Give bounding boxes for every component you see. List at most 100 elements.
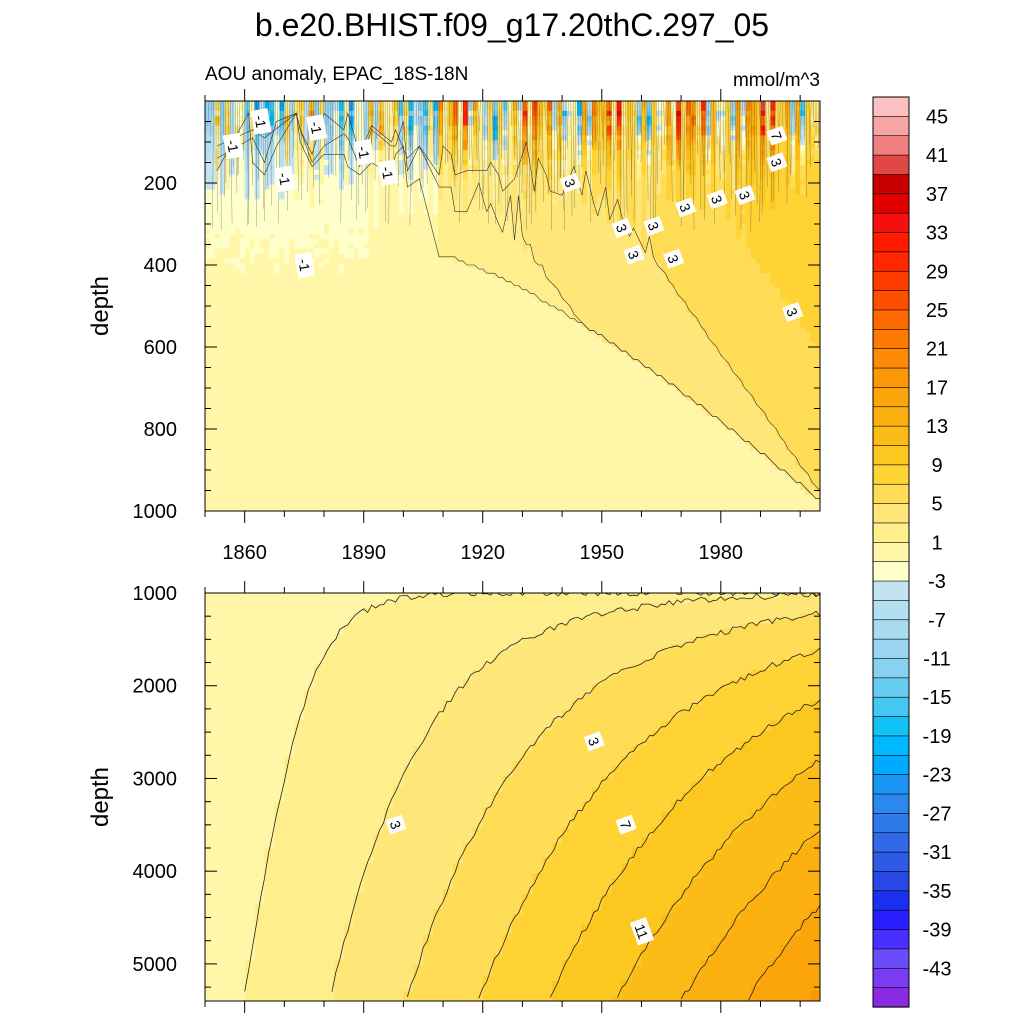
contour-label: 3 <box>623 244 645 265</box>
colorbar-tick-label: 21 <box>926 339 948 361</box>
contour-label: 3 <box>734 185 756 206</box>
contour-label: 3 <box>643 215 665 236</box>
colorbar-box <box>872 232 910 253</box>
colorbar-box <box>872 851 910 873</box>
y-tick-label: 3000 <box>133 768 178 790</box>
chart-title: b.e20.BHIST.f09_g17.20thC.297_05 <box>255 7 769 43</box>
colorbar-tick-label: 9 <box>931 455 942 477</box>
colorbar-box <box>872 832 910 853</box>
colorbar-box <box>872 522 910 543</box>
contour-label: 3 <box>675 197 697 218</box>
colorbar-box <box>872 638 910 660</box>
colorbar-box <box>872 929 910 950</box>
colorbar-box <box>872 503 910 524</box>
y-tick-label: 400 <box>144 255 177 277</box>
colorbar-box <box>872 406 910 427</box>
colorbar-tick-label: -11 <box>923 649 950 671</box>
colorbar-tick-label: 25 <box>926 300 948 322</box>
colorbar-box <box>872 909 910 931</box>
colorbar-box <box>872 774 910 795</box>
upper-subtitle-left: AOU anomaly, EPAC_18S-18N <box>205 64 468 85</box>
colorbar-tick-label: -19 <box>923 726 952 748</box>
x-tick-label: 1890 <box>341 542 386 564</box>
y-tick-label: 1000 <box>133 501 178 523</box>
colorbar-box <box>872 813 910 834</box>
y-tick-label: 4000 <box>133 861 178 883</box>
colorbar-tick-label: -3 <box>928 571 946 593</box>
colorbar-box <box>872 754 910 776</box>
colorbar-tick-label: -27 <box>923 803 952 825</box>
colorbar-tick-label: 17 <box>926 377 948 399</box>
contour-label: -1 <box>250 108 272 135</box>
colorbar-box <box>872 987 910 1008</box>
contour-label: 3 <box>782 301 804 322</box>
y-tick-label: 1000 <box>133 583 178 605</box>
x-tick-label: 1950 <box>580 542 625 564</box>
colorbar-box <box>872 193 910 214</box>
colorbar-tick-label: -35 <box>923 881 952 903</box>
lower-axes: 1000 2000 3000 4000 5000 <box>133 581 820 1013</box>
colorbar-tick-label: -43 <box>923 958 952 980</box>
x-tick-label: 1860 <box>222 542 267 564</box>
y-tick-label: 2000 <box>133 676 178 698</box>
y-tick-label: 600 <box>144 337 177 359</box>
colorbar-box <box>872 890 910 911</box>
colorbar-box <box>872 967 910 989</box>
colorbar-tick-label: 1 <box>931 532 942 554</box>
contour-label: 3 <box>559 172 582 193</box>
lower-contour-labels: 3 3 7 11 <box>385 731 655 946</box>
colorbar-box <box>872 212 910 234</box>
contour-label: -1 <box>353 138 375 166</box>
x-tick-label: 1980 <box>699 542 744 564</box>
colorbar-box <box>872 600 910 621</box>
colorbar-box <box>872 270 910 292</box>
colorbar-tick-label: -7 <box>928 610 946 632</box>
colorbar-box <box>872 464 910 485</box>
colorbar-box <box>872 174 910 195</box>
colorbar-tick-label: -39 <box>923 920 952 942</box>
colorbar: 45 41 37 33 29 25 21 17 13 9 5 1 -3 -7 -11 -15 -19 -23 -27… <box>872 96 952 1008</box>
colorbar-box <box>872 445 910 466</box>
colorbar-tick-label: -15 <box>923 687 952 709</box>
colorbar-box <box>872 154 910 176</box>
lower-plot-frame <box>204 592 821 1002</box>
colorbar-box <box>872 251 910 272</box>
colorbar-box <box>872 96 910 117</box>
lower-ylabel: depth <box>87 767 114 827</box>
y-tick-label: 800 <box>144 419 177 441</box>
colorbar-box <box>872 542 910 563</box>
colorbar-box <box>872 948 910 969</box>
contour-label: -1 <box>274 165 296 193</box>
colorbar-tick-label: 41 <box>926 145 948 167</box>
colorbar-tick-label: 29 <box>926 261 948 283</box>
y-tick-label: 200 <box>144 173 177 195</box>
contour-label: 7 <box>615 814 637 835</box>
colorbar-tick-label: 45 <box>926 106 948 128</box>
contour-label: 3 <box>611 217 633 238</box>
colorbar-box <box>872 387 910 408</box>
contour-label: -1 <box>294 251 316 279</box>
x-tick-label: 1920 <box>460 542 505 564</box>
colorbar-box <box>872 735 910 756</box>
colorbar-box <box>872 329 910 350</box>
colorbar-box <box>872 619 910 640</box>
contour-label: -1 <box>306 114 328 141</box>
colorbar-box <box>872 561 910 582</box>
colorbar-tick-label: 37 <box>926 184 948 206</box>
y-tick-label: 5000 <box>133 954 178 976</box>
colorbar-box <box>872 425 910 447</box>
contour-label: 3 <box>583 731 605 752</box>
colorbar-box <box>872 793 910 814</box>
lower-contour-fill <box>205 593 820 1001</box>
colorbar-tick-label: 13 <box>926 416 948 438</box>
colorbar-box <box>872 871 910 892</box>
colorbar-tick-label: -23 <box>923 765 952 787</box>
colorbar-box <box>872 290 910 311</box>
contour-label: 3 <box>385 814 407 835</box>
colorbar-tick-label: -31 <box>923 842 952 864</box>
contour-label: 3 <box>706 189 728 210</box>
colorbar-box <box>872 367 910 389</box>
upper-subtitle-right: mmol/m^3 <box>733 70 820 91</box>
